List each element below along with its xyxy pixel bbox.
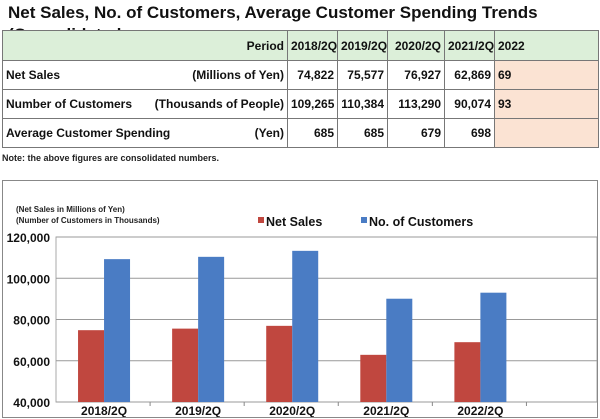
- table-cell: 679: [387, 118, 445, 148]
- header-period: Period: [2, 30, 288, 61]
- header-cell: 2019/2Q: [337, 30, 388, 61]
- row-label: Net Sales (Millions of Yen): [2, 60, 288, 90]
- table-cell: [494, 118, 599, 148]
- table-cell: 69: [494, 60, 599, 90]
- x-tick-label: 2022/2Q: [457, 404, 503, 417]
- table-cell: 110,384: [337, 89, 388, 119]
- axis-unit-label: (Number of Customers in Thousands): [16, 216, 160, 225]
- table-cell: 113,290: [387, 89, 445, 119]
- bar-customers: [386, 298, 413, 402]
- header-cell: 2021/2Q: [444, 30, 495, 61]
- table-cell: 90,074: [444, 89, 495, 119]
- y-tick-label: 100,000: [7, 272, 51, 286]
- bar-customers: [292, 250, 319, 402]
- row-label: Average Customer Spending (Yen): [2, 118, 288, 148]
- legend-label: No. of Customers: [369, 215, 473, 229]
- table-cell: 75,577: [337, 60, 388, 90]
- header-cell: 2018/2Q: [287, 30, 338, 61]
- table-row: Number of Customers (Thousands of People)…: [2, 89, 599, 119]
- legend-swatch: [258, 217, 264, 223]
- table-cell: 62,869: [444, 60, 495, 90]
- y-tick-label: 80,000: [13, 314, 50, 328]
- x-tick-label: 2021/2Q: [363, 404, 409, 417]
- header-cell: 2022: [494, 30, 599, 61]
- axis-unit-label: (Net Sales in Millions of Yen): [16, 205, 125, 214]
- bar-net-sales: [172, 328, 199, 402]
- bar-net-sales: [266, 325, 293, 402]
- bar-chart: 40,000 60,000 80,000 100,000 120,000 (Net Sal…: [2, 180, 598, 418]
- table-cell: 74,822: [287, 60, 338, 90]
- x-tick-label: 2018/2Q: [81, 404, 127, 417]
- row-name: Average Customer Spending: [6, 126, 171, 140]
- row-label: Number of Customers (Thousands of People): [2, 89, 288, 119]
- bar-customers: [104, 259, 131, 402]
- table-cell: 109,265: [287, 89, 338, 119]
- y-tick-label: 120,000: [7, 231, 51, 245]
- table-row: Net Sales (Millions of Yen) 74,822 75,577 76…: [2, 60, 599, 90]
- x-tick-label: 2020/2Q: [269, 404, 315, 417]
- y-tick-label: 40,000: [13, 396, 50, 410]
- legend-label: Net Sales: [266, 215, 322, 229]
- row-unit: (Thousands of People): [154, 97, 284, 111]
- table-header-row: Period 2018/2Q 2019/2Q 2020/2Q 2021/2Q 2…: [2, 30, 599, 61]
- header-cell: 2020/2Q: [387, 30, 445, 61]
- bar-net-sales: [360, 354, 387, 402]
- table-note: Note: the above figures are consolidated…: [2, 153, 220, 163]
- bar-net-sales: [454, 342, 481, 402]
- table-cell: 76,927: [387, 60, 445, 90]
- bar-net-sales: [78, 330, 105, 402]
- bar-customers: [480, 292, 507, 402]
- table-row: Average Customer Spending (Yen) 685 685 679 6…: [2, 118, 599, 148]
- row-name: Net Sales: [6, 68, 61, 82]
- row-unit: (Yen): [254, 126, 284, 140]
- table-cell: 685: [287, 118, 338, 148]
- row-unit: (Millions of Yen): [192, 68, 284, 82]
- table-cell: 685: [337, 118, 388, 148]
- chart-svg: 40,000 60,000 80,000 100,000 120,000 (Net Sal…: [7, 205, 597, 417]
- legend-swatch: [361, 217, 367, 223]
- bar-customers: [198, 256, 225, 402]
- summary-table: Period 2018/2Q 2019/2Q 2020/2Q 2021/2Q 2…: [2, 30, 599, 148]
- y-tick-label: 60,000: [13, 355, 50, 369]
- x-tick-label: 2019/2Q: [175, 404, 221, 417]
- table-cell: 698: [444, 118, 495, 148]
- table-cell: 93: [494, 89, 599, 119]
- row-name: Number of Customers: [6, 97, 133, 111]
